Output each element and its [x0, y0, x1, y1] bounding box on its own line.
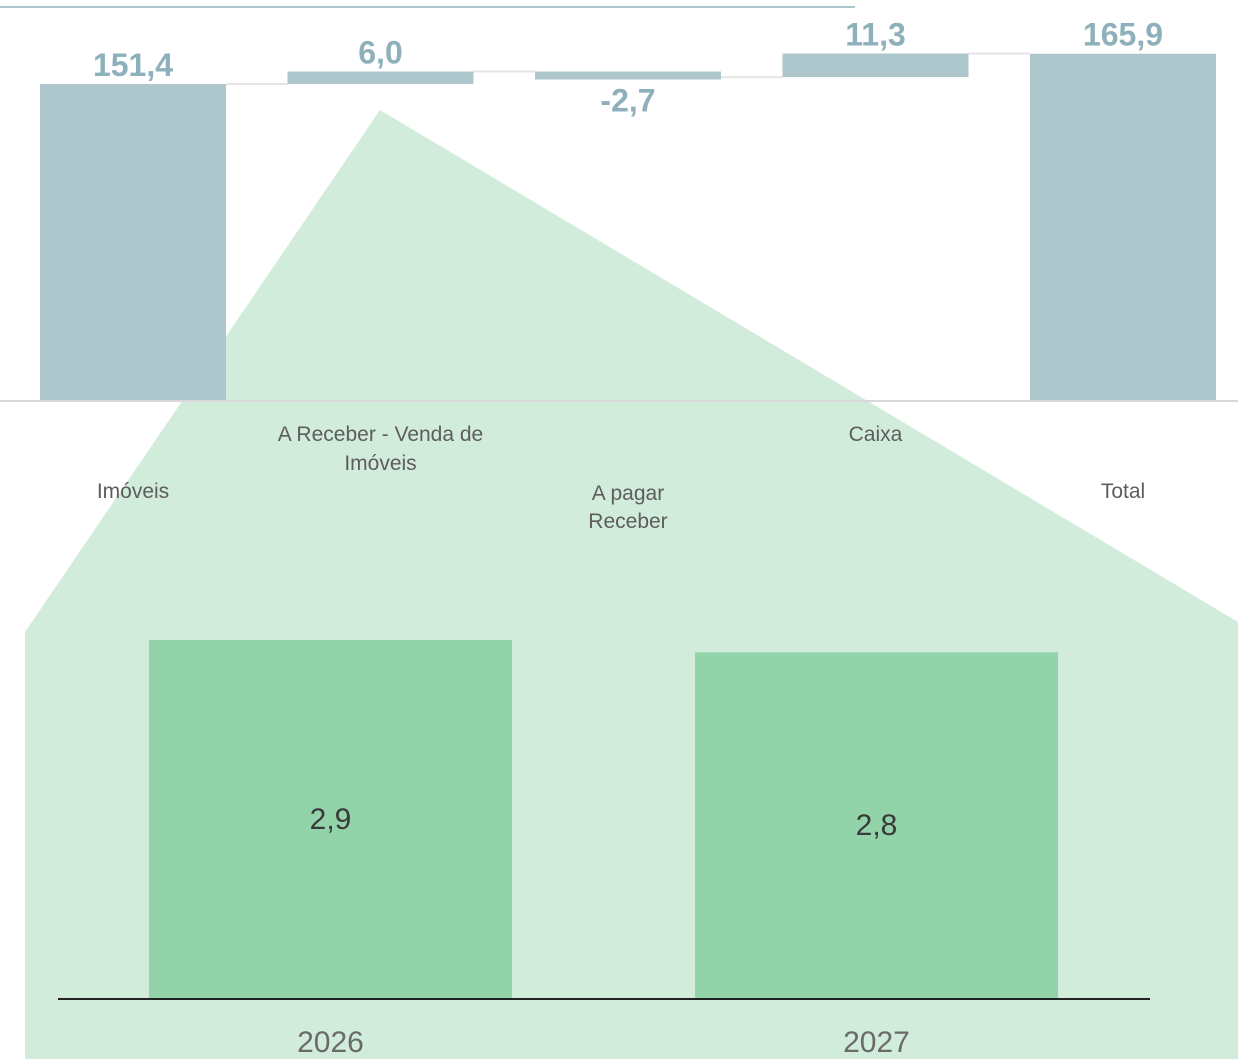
breakdown-value-label: 2,8 — [856, 809, 898, 842]
waterfall-value-label: -2,7 — [600, 82, 655, 118]
breakdown-category-label: 2026 — [297, 1026, 364, 1059]
waterfall-bar — [782, 53, 969, 78]
breakdown-bar — [695, 652, 1058, 998]
waterfall-bar — [1030, 53, 1216, 400]
waterfall-category-label: Receber — [588, 510, 667, 533]
waterfall-value-label: 151,4 — [93, 47, 173, 83]
breakdown-category-label: 2027 — [843, 1026, 910, 1059]
waterfall-bar — [535, 71, 721, 80]
waterfall-chart: 151,4 Imóveis 6,0 A Receber - Venda de Imóve… — [0, 17, 1238, 533]
waterfall-category-label: Caixa — [849, 423, 903, 446]
waterfall-value-label: 6,0 — [358, 34, 402, 70]
waterfall-category-label: A Receber - Venda de — [278, 423, 483, 446]
waterfall-bar — [287, 71, 474, 84]
breakdown-chart: 2,9 2026 2,8 2027 — [58, 640, 1150, 1059]
waterfall-category-label: A pagar — [592, 482, 664, 505]
waterfall-category-label: Imóveis — [97, 480, 169, 503]
waterfall-category-label: Total — [1101, 480, 1145, 503]
waterfall-bar — [40, 84, 226, 400]
waterfall-category-label: Imóveis — [344, 452, 416, 475]
breakdown-value-label: 2,9 — [310, 803, 352, 836]
breakdown-bar — [149, 640, 512, 998]
waterfall-value-label: 11,3 — [845, 17, 906, 53]
waterfall-value-label: 165,9 — [1083, 17, 1163, 53]
